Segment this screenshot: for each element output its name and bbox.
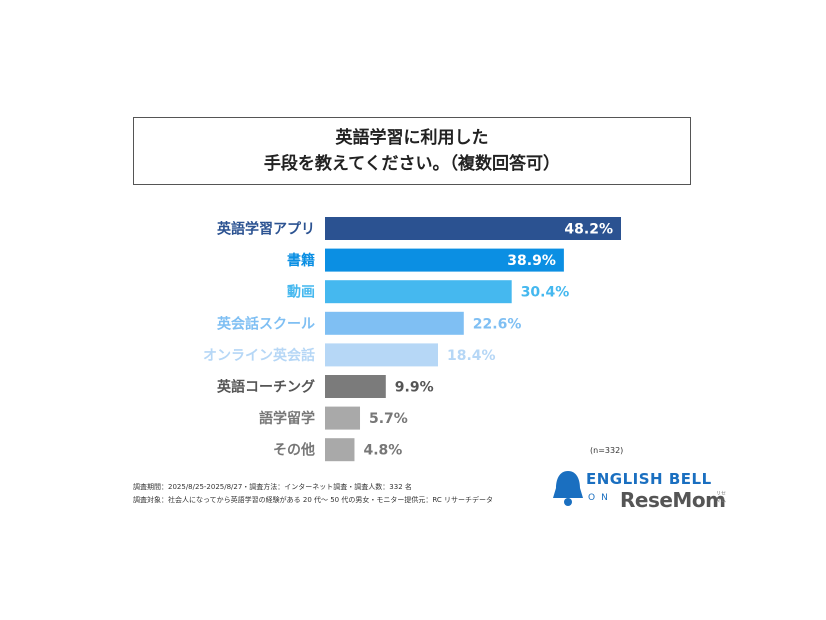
logo-kana-text: リセマム	[716, 491, 727, 504]
bar-0	[325, 217, 621, 240]
sample-size-note: (n=332)	[590, 446, 624, 455]
chart-title-box: 英語学習に利用した 手段を教えてください。（複数回答可）	[133, 117, 691, 185]
bell-icon	[553, 471, 583, 506]
logo-brand-text: ENGLISH BELL	[586, 470, 712, 488]
value-label-6: 5.7%	[369, 411, 408, 427]
chart-title-line-2: 手段を教えてください。（複数回答可）	[263, 154, 561, 174]
bar-3	[325, 311, 464, 335]
value-label-5: 9.9%	[395, 380, 434, 396]
bar-1	[325, 248, 564, 272]
bar-6	[325, 406, 361, 430]
logo-resemom-text: ReseMom	[620, 488, 726, 512]
bar-5	[325, 375, 386, 398]
value-label-0: 48.2%	[564, 222, 613, 238]
category-label-5: 英語コーチング	[216, 379, 315, 396]
value-label-7: 4.8%	[363, 443, 402, 459]
category-label-0: 英語学習アプリ	[216, 221, 315, 238]
category-label-3: 英会話スクール	[216, 315, 315, 332]
value-label-1: 38.9%	[507, 253, 556, 269]
category-label-6: 語学留学	[259, 410, 315, 427]
logo-sub-text: ON	[588, 493, 614, 503]
footnote-survey-target: 調査対象：社会人になってから英語学習の経験がある 20 代～ 50 代の男女・モ…	[133, 496, 493, 504]
logo: ENGLISH BELL ON ReseMom リセマム	[550, 466, 730, 516]
value-label-4: 18.4%	[447, 348, 496, 364]
value-label-3: 22.6%	[473, 316, 522, 332]
bar-7	[325, 438, 355, 462]
category-label-2: 動画	[287, 284, 315, 301]
bar-2	[325, 280, 512, 304]
category-label-1: 書籍	[287, 252, 315, 269]
footnote-survey-method: 調査期間：2025/8/25-2025/8/27・調査方法：インターネット調査・…	[133, 483, 412, 491]
category-label-7: その他	[273, 442, 315, 459]
value-label-2: 30.4%	[521, 285, 570, 301]
category-label-4: オンライン英会話	[203, 347, 315, 364]
bar-4	[325, 343, 438, 367]
chart-title-line-1: 英語学習に利用した	[335, 128, 489, 148]
